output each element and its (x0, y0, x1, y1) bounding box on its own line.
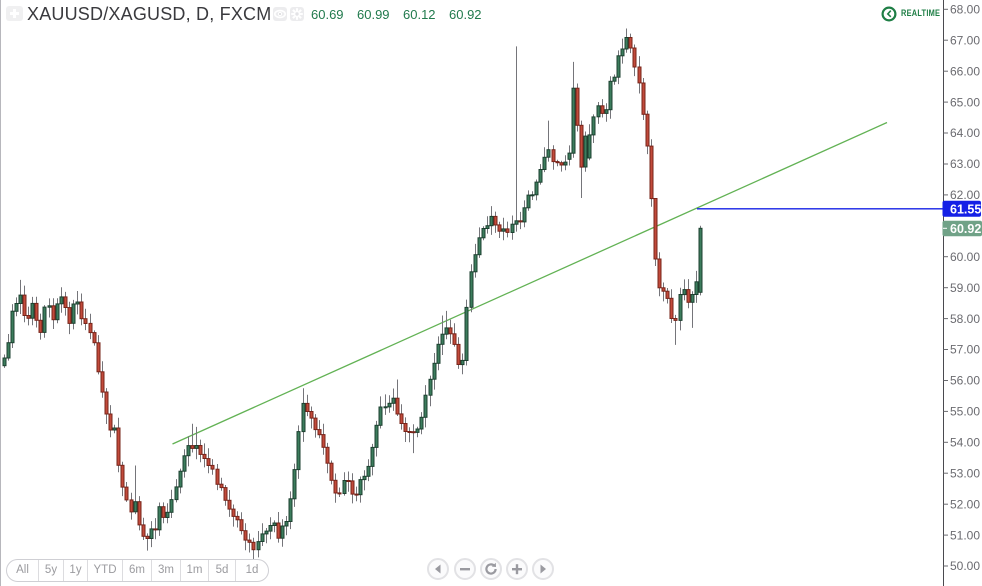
svg-text:62.00: 62.00 (950, 188, 980, 202)
svg-text:59.00: 59.00 (950, 281, 980, 295)
svg-text:67.00: 67.00 (950, 33, 980, 47)
svg-text:51.00: 51.00 (950, 528, 980, 542)
svg-text:65.00: 65.00 (950, 95, 980, 109)
svg-text:63.00: 63.00 (950, 157, 980, 171)
svg-text:52.00: 52.00 (950, 497, 980, 511)
svg-text:50.00: 50.00 (950, 559, 980, 573)
svg-text:58.00: 58.00 (950, 312, 980, 326)
svg-text:64.00: 64.00 (950, 126, 980, 140)
svg-text:53.00: 53.00 (950, 466, 980, 480)
svg-text:60.00: 60.00 (950, 250, 980, 264)
svg-text:54.00: 54.00 (950, 436, 980, 450)
svg-text:61.55: 61.55 (950, 202, 981, 216)
svg-text:55.00: 55.00 (950, 405, 980, 419)
svg-text:68.00: 68.00 (950, 3, 980, 17)
svg-text:66.00: 66.00 (950, 64, 980, 78)
svg-text:60.92: 60.92 (950, 222, 981, 236)
svg-text:56.00: 56.00 (950, 374, 980, 388)
svg-text:57.00: 57.00 (950, 343, 980, 357)
